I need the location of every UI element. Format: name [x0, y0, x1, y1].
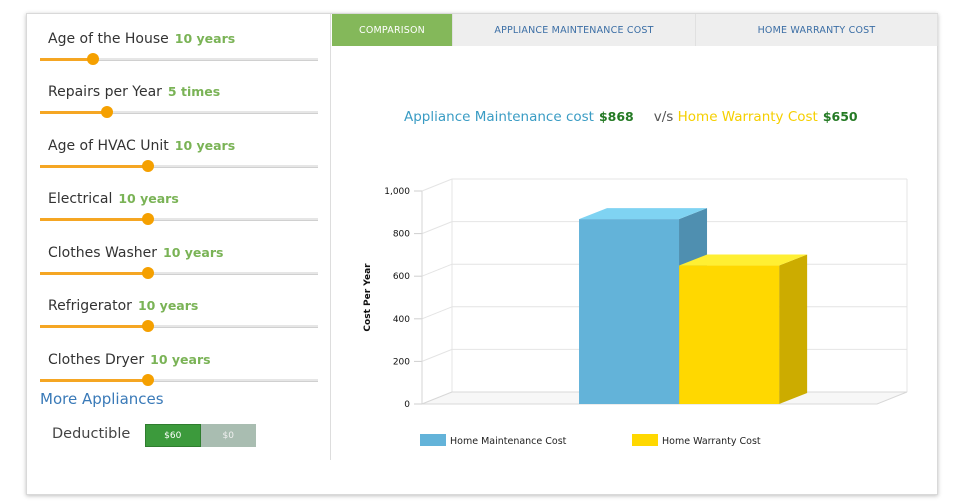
slider-fill [40, 325, 149, 328]
slider-fill [40, 58, 93, 61]
slider-row: Repairs per Year 5 times [40, 74, 318, 126]
more-appliances-link[interactable]: More Appliances [40, 390, 164, 408]
bar-top [579, 208, 708, 220]
slider-label-text: Refrigerator [48, 298, 132, 314]
slider-thumb[interactable] [86, 53, 99, 65]
tab-bar: COMPARISON APPLIANCE MAINTENANCE COST HO… [332, 14, 938, 46]
slider-label: Age of the House 10 years [48, 31, 235, 47]
slider-label: Repairs per Year 5 times [48, 84, 220, 100]
slider-row: Electrical 10 years [40, 181, 318, 233]
slider-thumb[interactable] [142, 267, 155, 279]
slider-track[interactable] [40, 267, 318, 279]
slider-thumb[interactable] [142, 374, 155, 386]
slider-row: Age of HVAC Unit 10 years [40, 128, 318, 180]
slider-label: Refrigerator 10 years [48, 298, 198, 314]
calculator-card: Age of the House 10 years Repairs per Year… [26, 13, 938, 495]
slider-label-text: Clothes Dryer [48, 352, 145, 368]
cost-comparison-chart: 0 200 400 600 800 1,000 Cost Per Year Home Main… [363, 178, 908, 447]
slider-fill [40, 272, 149, 275]
deductible-label: Deductible [52, 426, 131, 442]
y-tick-label: 1,000 [384, 187, 410, 197]
slider-fill [40, 111, 107, 114]
y-tick-label: 200 [393, 357, 410, 367]
y-axis-title: Cost Per Year [363, 263, 373, 332]
legend-swatch [632, 434, 658, 446]
slider-row: Clothes Washer 10 years [40, 235, 318, 287]
gridline-side [421, 306, 453, 320]
slider-value: 5 times [167, 84, 221, 99]
slider-label-text: Clothes Washer [48, 245, 158, 261]
slider-value: 10 years [174, 31, 236, 46]
warranty-cost-value: $650 [822, 109, 858, 124]
slider-track[interactable] [40, 53, 318, 65]
maintenance-cost-label: Appliance Maintenance cost [404, 109, 594, 125]
tab-home-warranty-cost[interactable]: HOME WARRANTY COST [696, 14, 938, 46]
slider-track[interactable] [40, 106, 318, 118]
y-tick-label: 400 [393, 315, 410, 325]
slider-value: 10 years [137, 298, 199, 313]
slider-thumb[interactable] [100, 106, 113, 118]
comparison-heading: Appliance Maintenance cost $868 v/s Home W… [404, 109, 858, 125]
slider-fill [40, 165, 149, 168]
legend-label: Home Maintenance Cost [450, 436, 567, 447]
bar-side [779, 254, 808, 404]
slider-thumb[interactable] [142, 160, 155, 172]
slider-row: Clothes Dryer 10 years [40, 342, 318, 394]
bar [579, 219, 680, 404]
deductible-option-60[interactable]: $60 [145, 424, 201, 447]
bar-top [679, 254, 808, 266]
legend-swatch [420, 434, 446, 446]
gridline-side [421, 221, 453, 235]
slider-track[interactable] [40, 374, 318, 386]
maintenance-cost-value: $868 [598, 109, 634, 124]
slider-value: 10 years [118, 191, 179, 206]
tab-comparison[interactable]: COMPARISON [332, 14, 453, 46]
slider-value: 10 years [174, 138, 236, 153]
slider-label-text: Age of the House [48, 31, 169, 47]
gridline-side [421, 178, 453, 192]
deductible-option-0[interactable]: $0 [200, 424, 256, 447]
slider-row: Age of the House 10 years [40, 21, 318, 73]
slider-fill [40, 379, 149, 382]
slider-label-text: Repairs per Year [48, 84, 162, 100]
slider-thumb[interactable] [142, 320, 155, 332]
slider-thumb[interactable] [142, 213, 155, 225]
y-tick-label: 0 [404, 400, 410, 410]
slider-label: Electrical 10 years [48, 191, 179, 207]
slider-row: Refrigerator 10 years [40, 288, 318, 340]
warranty-cost-label: Home Warranty Cost [677, 109, 818, 125]
slider-track[interactable] [40, 213, 318, 225]
deductible-toggle: $60 $0 [145, 424, 256, 447]
tab-appliance-maintenance-cost[interactable]: APPLIANCE MAINTENANCE COST [453, 14, 696, 46]
slider-label: Clothes Dryer 10 years [48, 352, 211, 368]
slider-label-text: Age of HVAC Unit [48, 138, 169, 154]
legend-label: Home Warranty Cost [662, 436, 761, 447]
slider-value: 10 years [150, 352, 211, 367]
slider-track[interactable] [40, 160, 318, 172]
inputs-panel: Age of the House 10 years Repairs per Year… [27, 14, 331, 460]
versus-label: v/s [653, 109, 674, 125]
slider-label-text: Electrical [48, 191, 113, 207]
slider-fill [40, 218, 149, 221]
slider-value: 10 years [163, 245, 224, 260]
slider-label: Clothes Washer 10 years [48, 245, 223, 261]
y-tick-label: 600 [393, 272, 410, 282]
y-tick-label: 800 [393, 230, 410, 240]
slider-track[interactable] [40, 320, 318, 332]
gridline-side [421, 348, 453, 362]
bar [679, 265, 780, 404]
slider-label: Age of HVAC Unit 10 years [48, 138, 235, 154]
gridline-side [421, 263, 453, 277]
